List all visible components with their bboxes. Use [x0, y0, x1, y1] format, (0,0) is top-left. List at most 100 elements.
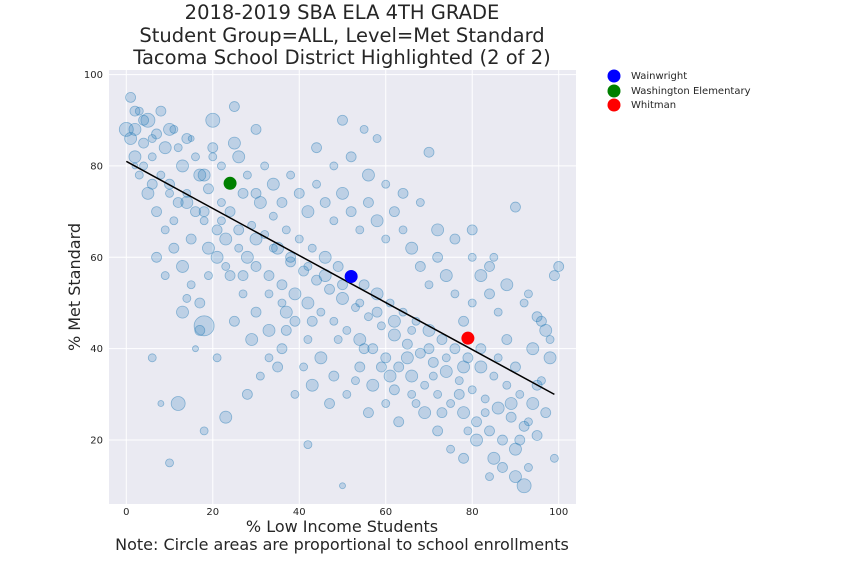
school-point [276, 197, 288, 208]
school-point [262, 323, 276, 337]
school-point [158, 141, 172, 155]
school-point [342, 389, 352, 399]
chart-title: 2018-2019 SBA ELA 4TH GRADE Student Grou… [132, 1, 550, 69]
school-point [491, 401, 505, 415]
school-point [441, 353, 451, 363]
school-point [303, 440, 313, 450]
school-point [526, 342, 540, 356]
school-point [446, 444, 456, 454]
school-point [193, 168, 207, 182]
y-axis-label: % Met Standard [65, 223, 84, 351]
school-point [400, 351, 414, 365]
school-point [190, 206, 201, 218]
school-point [467, 252, 477, 262]
school-point [345, 151, 357, 163]
school-point [197, 168, 211, 182]
school-point [288, 287, 302, 301]
school-point [381, 234, 391, 244]
school-point [210, 250, 224, 264]
school-point [480, 408, 490, 418]
school-point [160, 225, 170, 235]
school-point [377, 321, 386, 331]
legend-marker-washington [607, 84, 621, 98]
school-point [381, 399, 391, 408]
school-point [405, 241, 419, 255]
school-point [509, 442, 522, 456]
title-line-2: Student Group=ALL, Level=Met Standard [139, 24, 544, 47]
school-point [351, 376, 360, 386]
school-point [240, 250, 254, 264]
chart-note: Note: Circle areas are proportional to s… [115, 535, 569, 554]
x-tick-label: 60 [379, 507, 392, 518]
school-point [431, 223, 445, 237]
school-point [480, 394, 490, 404]
school-point [202, 241, 215, 255]
school-point [212, 353, 222, 363]
school-point [199, 426, 209, 436]
school-point [289, 315, 301, 327]
school-point [539, 323, 553, 337]
y-tick-label: 40 [90, 344, 103, 355]
school-point [182, 294, 192, 303]
school-point [484, 425, 495, 437]
school-point [255, 371, 265, 381]
school-point [358, 343, 370, 355]
school-point [268, 211, 278, 221]
school-point [328, 370, 340, 382]
legend-label-washington: Washington Elementary [631, 86, 751, 97]
school-point [355, 225, 365, 235]
data-points [118, 92, 565, 494]
school-point [463, 426, 473, 436]
school-point [458, 452, 469, 464]
school-point [336, 186, 349, 200]
school-point [466, 224, 478, 236]
school-point [519, 298, 529, 308]
school-point [160, 271, 170, 280]
school-point [280, 324, 292, 336]
school-point [383, 369, 397, 383]
school-point [311, 274, 322, 286]
school-point [363, 197, 374, 208]
school-point [312, 179, 321, 189]
school-point [151, 251, 162, 263]
school-point [301, 205, 315, 219]
school-point [294, 234, 304, 244]
school-point [303, 262, 313, 271]
school-point [432, 425, 444, 437]
school-point [420, 380, 430, 390]
school-point [227, 136, 241, 150]
school-point [342, 325, 352, 335]
school-point [290, 389, 300, 399]
school-point [439, 269, 453, 282]
school-point [518, 420, 530, 432]
school-point [165, 188, 174, 198]
school-point [250, 123, 262, 135]
school-point [151, 128, 162, 140]
school-point [540, 407, 552, 419]
school-point [457, 360, 470, 374]
school-point [370, 214, 384, 228]
school-point [224, 270, 236, 281]
school-point [549, 453, 559, 463]
school-point [531, 311, 543, 323]
school-point [324, 283, 335, 295]
school-point [371, 306, 383, 318]
trend-line [125, 160, 555, 396]
school-point [155, 105, 167, 117]
school-point [129, 105, 141, 117]
title-line-3: Tacoma School District Highlighted (2 of… [132, 46, 550, 69]
school-point [497, 434, 508, 446]
school-point [329, 316, 339, 326]
school-point [165, 458, 174, 468]
school-point [393, 416, 405, 428]
school-point [272, 361, 284, 373]
school-point [281, 225, 291, 235]
school-point [324, 398, 335, 409]
school-point [467, 385, 477, 395]
school-point [345, 206, 357, 218]
school-point [362, 168, 375, 182]
school-point [405, 369, 419, 383]
school-point [418, 406, 432, 420]
school-point [128, 122, 142, 136]
school-point [514, 434, 526, 446]
